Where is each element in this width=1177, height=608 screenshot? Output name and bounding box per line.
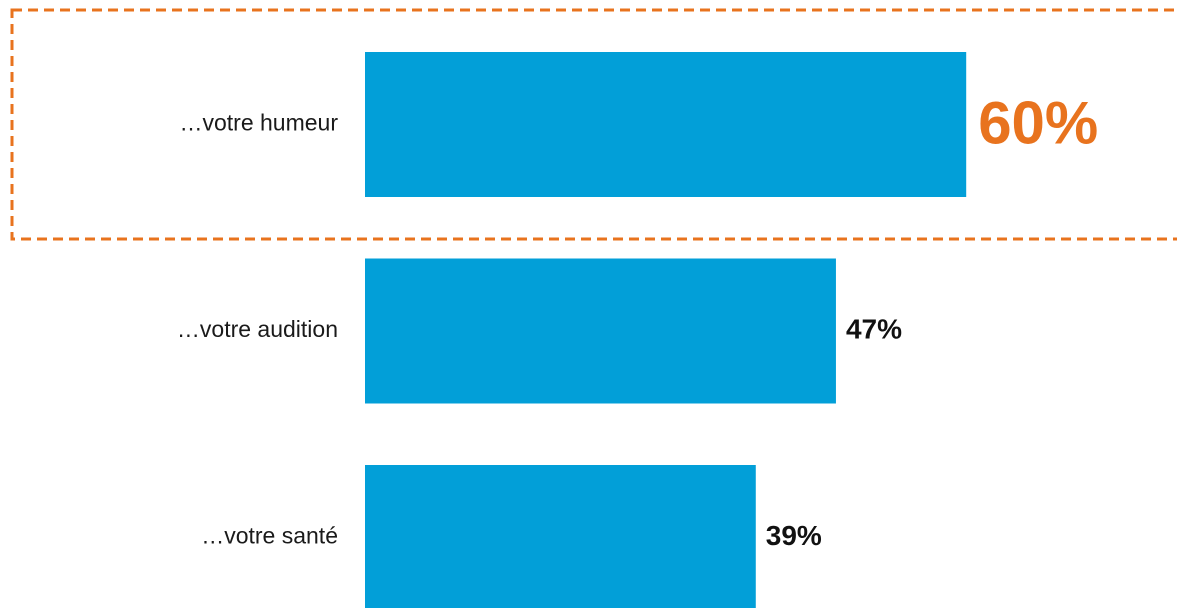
highlight-box	[10, 8, 1177, 241]
bar	[365, 52, 967, 197]
category-label: …votre humeur	[179, 110, 338, 136]
value-label: 60%	[978, 89, 1098, 156]
category-label: …votre santé	[201, 523, 338, 549]
category-label: …votre audition	[177, 316, 338, 342]
bar	[365, 465, 756, 608]
bar	[365, 258, 836, 404]
value-label: 47%	[846, 313, 902, 344]
value-label: 39%	[766, 520, 822, 551]
